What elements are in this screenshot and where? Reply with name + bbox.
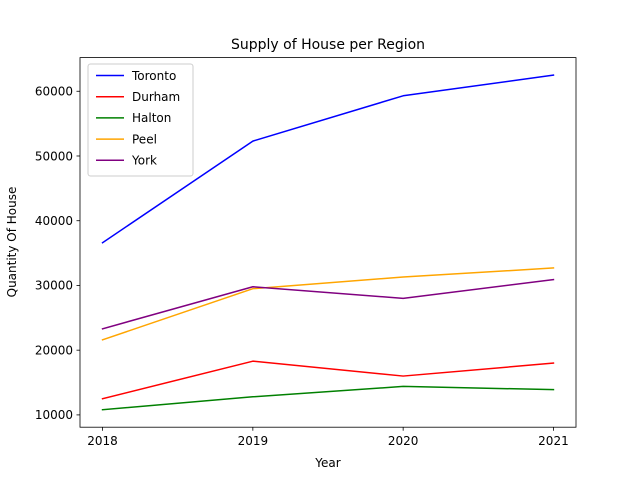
x-tick-label: 2021 bbox=[538, 434, 569, 448]
series-line-york bbox=[101, 278, 555, 330]
legend-label-peel: Peel bbox=[132, 132, 157, 146]
x-axis: 2018 2019 2020 2021 bbox=[87, 427, 569, 448]
legend-box bbox=[87, 63, 194, 177]
y-tick-label: 60000 bbox=[35, 85, 73, 99]
series-line-toronto bbox=[101, 74, 555, 244]
x-tick-label: 2020 bbox=[388, 434, 419, 448]
x-tick-label: 2018 bbox=[87, 434, 118, 448]
legend: Toronto Durham Halton Peel York bbox=[87, 63, 194, 177]
y-tick-label: 50000 bbox=[35, 149, 73, 163]
legend-label-york: York bbox=[131, 154, 157, 168]
y-tick-label: 10000 bbox=[35, 408, 73, 422]
x-axis-label: Year bbox=[314, 456, 340, 470]
y-tick-label: 20000 bbox=[35, 343, 73, 357]
legend-label-halton: Halton bbox=[132, 111, 171, 125]
chart-title: Supply of House per Region bbox=[231, 37, 425, 53]
y-tick-label: 30000 bbox=[35, 279, 73, 293]
series-line-peel bbox=[101, 267, 555, 341]
legend-label-durham: Durham bbox=[132, 90, 180, 104]
legend-label-toronto: Toronto bbox=[131, 69, 176, 83]
series-line-halton bbox=[101, 385, 555, 411]
series-line-durham bbox=[101, 360, 555, 400]
series-layer bbox=[101, 74, 555, 411]
y-tick-label: 40000 bbox=[35, 214, 73, 228]
y-axis-label: Quantity Of House bbox=[5, 187, 19, 298]
y-axis: 10000 20000 30000 40000 50000 60000 bbox=[35, 85, 80, 422]
plot-frame bbox=[79, 57, 577, 428]
x-tick-label: 2019 bbox=[238, 434, 269, 448]
